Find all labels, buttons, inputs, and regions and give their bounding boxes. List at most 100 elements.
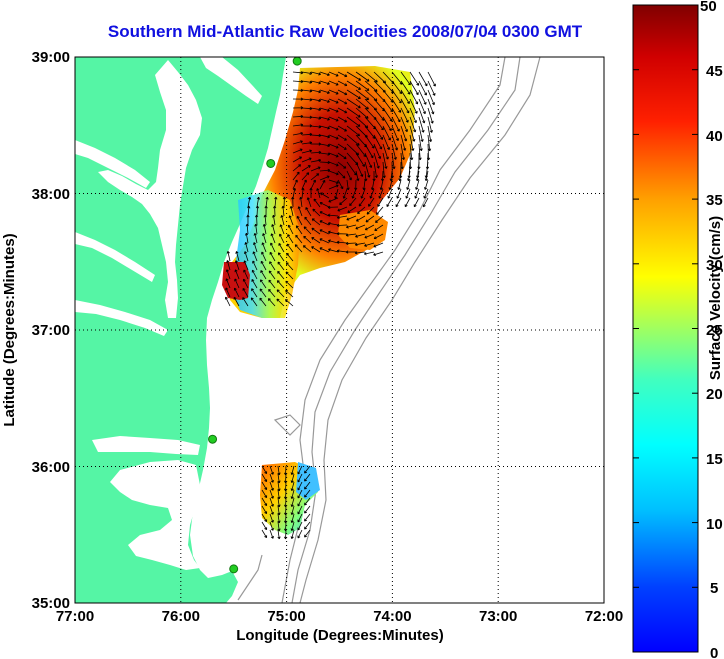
velocity-arrow: [354, 251, 366, 255]
velocity-arrow: [310, 98, 322, 103]
velocity-arrow: [424, 179, 429, 190]
velocity-arrow: [259, 288, 267, 298]
velocity-arrow: [373, 233, 384, 240]
velocity-arrow: [337, 206, 348, 212]
velocity-arrow: [304, 521, 311, 530]
velocity-arrow: [391, 152, 396, 170]
velocity-arrow: [310, 80, 322, 85]
colorbar-tick-label: 25: [706, 322, 723, 339]
velocity-arrow: [414, 188, 420, 199]
x-tick-label: 73:00: [479, 608, 517, 625]
velocity-arrow: [262, 233, 267, 244]
velocity-arrow: [242, 278, 249, 289]
velocity-arrow: [319, 143, 331, 148]
grid-lines: [75, 57, 604, 603]
velocity-arrow: [290, 473, 295, 483]
velocity-arrow: [233, 287, 240, 298]
velocity-arrow: [277, 252, 285, 262]
velocity-arrow: [355, 80, 370, 91]
velocity-arrow: [269, 521, 274, 531]
velocity-arrow: [349, 197, 357, 207]
velocity-arrow: [277, 513, 281, 524]
velocity-arrow: [364, 152, 373, 168]
velocity-arrow: [252, 260, 258, 271]
velocity-arrow: [364, 233, 375, 239]
velocity-arrow: [365, 215, 375, 223]
velocity-arrow: [319, 192, 330, 199]
velocity-arrow: [295, 225, 303, 235]
velocity-arrow: [295, 234, 303, 244]
velocity-arrow: [304, 216, 312, 226]
velocity-arrow: [297, 529, 303, 539]
velocity-arrow: [247, 205, 251, 217]
y-tick-label: 38:00: [32, 186, 70, 203]
velocity-arrow: [289, 205, 294, 217]
velocity-arrow: [290, 529, 295, 539]
velocity-arrow: [277, 261, 285, 271]
velocity-arrow: [391, 125, 399, 142]
velocity-arrow: [252, 251, 258, 262]
velocity-arrow: [346, 80, 361, 90]
velocity-arrow: [334, 188, 339, 199]
velocity-arrow: [319, 80, 330, 86]
velocity-arrow: [301, 165, 311, 172]
velocity-arrow: [337, 116, 348, 123]
velocity-arrow: [391, 98, 402, 113]
velocity-arrow: [382, 134, 391, 151]
velocity-arrow: [297, 513, 303, 523]
velocity-arrow: [243, 260, 249, 271]
velocity-arrow: [356, 215, 366, 222]
velocity-arrow: [226, 250, 231, 262]
velocity-arrow: [301, 89, 313, 93]
delaware-bay: [200, 57, 262, 104]
velocity-arrow: [373, 116, 384, 131]
velocity-arrow: [269, 513, 274, 523]
station-marker: [208, 434, 218, 444]
velocity-arrow: [224, 296, 231, 307]
velocity-arrow: [346, 98, 361, 109]
velocity-arrow: [400, 125, 408, 142]
velocity-arrow: [225, 287, 231, 298]
colorbar-tick-label: 10: [706, 516, 723, 533]
velocity-arrow: [260, 260, 267, 271]
velocity-arrow: [301, 80, 313, 84]
velocity-arrow: [427, 80, 436, 96]
velocity-arrow: [319, 229, 330, 235]
velocity-arrow: [286, 243, 294, 253]
velocity-arrow: [328, 134, 339, 140]
velocity-arrow: [271, 224, 276, 235]
velocity-arrow: [376, 206, 384, 215]
velocity-arrow: [303, 226, 312, 235]
velocity-arrow: [357, 206, 366, 214]
velocity-arrow: [366, 206, 375, 215]
velocity-arrow: [290, 521, 295, 531]
velocity-arrow: [409, 143, 414, 161]
velocity-arrow: [310, 173, 320, 181]
velocity-arrow: [270, 233, 276, 244]
velocity-arrow: [328, 143, 339, 149]
velocity-arrow: [346, 125, 361, 137]
velocity-arrow: [301, 179, 307, 190]
velocity-arrow: [234, 278, 240, 289]
velocity-arrow: [301, 187, 305, 199]
x-tick-label: 72:00: [585, 608, 623, 625]
velocity-arrow: [364, 161, 371, 178]
velocity-arrow: [337, 89, 348, 96]
velocity-arrow: [278, 243, 285, 253]
velocity-arrow: [245, 223, 249, 235]
velocity-arrow: [225, 269, 231, 280]
velocity-arrow: [310, 179, 316, 190]
velocity-arrow: [328, 184, 339, 190]
velocity-arrow: [327, 221, 339, 226]
velocity-arrow: [225, 278, 231, 289]
velocity-arrow: [336, 232, 348, 236]
velocity-arrow: [337, 161, 347, 169]
velocity-arrow: [280, 215, 285, 226]
velocity-arrow: [253, 232, 258, 244]
velocity-arrow: [391, 107, 401, 123]
velocity-arrow: [328, 248, 339, 253]
velocity-arrow: [292, 187, 297, 199]
velocity-arrow: [364, 134, 375, 149]
velocity-arrow: [290, 497, 295, 507]
velocity-arrow: [297, 497, 303, 507]
